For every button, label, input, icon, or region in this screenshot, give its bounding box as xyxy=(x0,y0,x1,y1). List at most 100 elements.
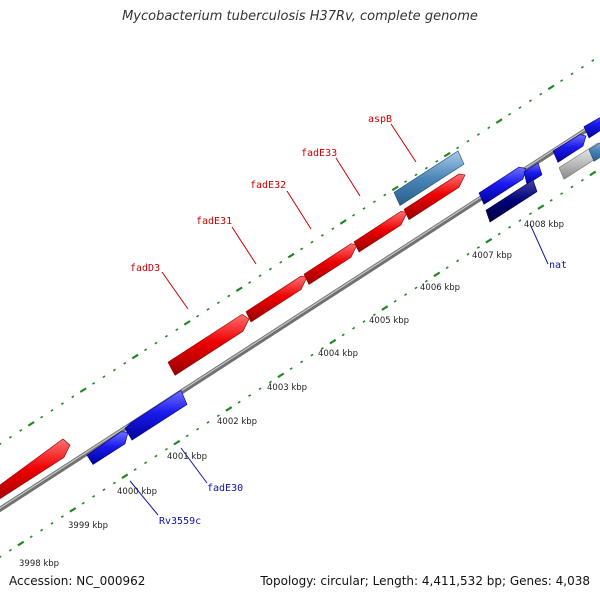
minor-tick xyxy=(560,79,564,83)
reverse-genes xyxy=(86,112,600,465)
minor-tick xyxy=(289,367,293,370)
major-tick xyxy=(287,252,295,259)
minor-tick xyxy=(60,515,64,518)
major-tick xyxy=(225,406,233,412)
forward-gene-labels: fadD3 fadE31 fadE32 fadE33 aspB xyxy=(130,114,392,274)
gene-arrow-fadE31[interactable] xyxy=(245,275,308,323)
minor-tick xyxy=(102,488,106,492)
minor-tick xyxy=(320,234,324,237)
gene-label-fadD3[interactable]: fadD3 xyxy=(130,263,160,274)
minor-tick xyxy=(580,178,584,182)
gene-arrow-reverse-3[interactable] xyxy=(552,134,587,163)
minor-tick xyxy=(580,65,584,69)
minor-tick xyxy=(154,341,158,345)
minor-tick xyxy=(19,429,23,432)
gene-arrow-reverse-edge[interactable] xyxy=(583,112,600,139)
gene-label-nat[interactable]: nat xyxy=(549,260,567,271)
minor-tick xyxy=(487,126,491,130)
gene-arrow-reverse-2[interactable] xyxy=(523,162,543,185)
minor-tick xyxy=(60,402,64,405)
minor-tick xyxy=(560,192,564,196)
minor-tick xyxy=(40,528,44,532)
gene-arrow-fadD3[interactable] xyxy=(167,313,250,376)
minor-tick xyxy=(216,301,220,305)
minor-tick xyxy=(144,461,148,465)
minor-tick xyxy=(175,328,179,331)
minor-tick xyxy=(362,320,366,323)
minor-tick xyxy=(123,361,127,365)
label-leader-lines xyxy=(129,123,549,516)
gene-label-Rv3559c[interactable]: Rv3559c xyxy=(159,516,201,527)
major-tick xyxy=(495,118,503,124)
minor-tick xyxy=(404,293,408,296)
gene-label-aspB[interactable]: aspB xyxy=(368,114,392,125)
gene-box-highlight[interactable] xyxy=(393,150,465,206)
major-tick xyxy=(27,421,35,427)
tick-label: 4008 kbp xyxy=(524,220,564,230)
leader-aspB xyxy=(390,123,417,163)
major-tick xyxy=(433,271,441,278)
major-tick xyxy=(79,387,87,393)
minor-tick xyxy=(476,246,480,249)
minor-tick xyxy=(466,252,470,256)
gene-arrow-fadE33[interactable] xyxy=(353,210,408,253)
minor-tick xyxy=(300,247,304,251)
minor-tick xyxy=(71,395,75,399)
gene-arrow-fadE30[interactable] xyxy=(124,389,188,441)
major-tick xyxy=(277,372,285,379)
major-tick xyxy=(391,185,399,192)
minor-tick xyxy=(528,99,532,103)
minor-tick xyxy=(112,368,116,372)
minor-tick xyxy=(570,72,574,76)
gene-label-fadE30[interactable]: fadE30 xyxy=(207,483,243,494)
gene-box-reverse-edge[interactable] xyxy=(588,139,600,162)
minor-tick xyxy=(102,375,106,379)
major-tick xyxy=(131,353,139,360)
leader-fadE30 xyxy=(180,447,208,484)
minor-tick xyxy=(112,481,116,485)
minor-tick xyxy=(424,279,428,283)
minor-tick xyxy=(8,435,12,439)
minor-tick xyxy=(352,326,356,330)
minor-tick xyxy=(414,286,418,290)
minor-tick xyxy=(528,212,532,216)
minor-tick xyxy=(133,468,137,471)
minor-tick xyxy=(164,334,168,338)
minor-tick xyxy=(549,199,553,202)
minor-tick xyxy=(258,387,262,391)
minor-tick xyxy=(414,173,418,177)
gene-arrow-forward-1[interactable] xyxy=(0,438,71,505)
minor-tick xyxy=(445,266,449,270)
topology-summary: Topology: circular; Length: 4,411,532 bp… xyxy=(260,574,590,588)
minor-tick xyxy=(518,106,522,109)
minor-tick xyxy=(50,521,54,525)
minor-tick xyxy=(310,353,314,357)
gene-arrow-aspB[interactable] xyxy=(403,173,466,221)
gene-label-fadE32[interactable]: fadE32 xyxy=(250,180,286,191)
minor-tick xyxy=(185,434,189,438)
gene-arrow-Rv3559c[interactable] xyxy=(86,431,129,465)
gene-arrow-fadE32[interactable] xyxy=(303,243,358,285)
tick-labels: 3998 kbp 3999 kbp 4000 kbp 4001 kbp 4002… xyxy=(19,220,564,569)
minor-tick xyxy=(227,294,231,298)
gene-label-fadE31[interactable]: fadE31 xyxy=(196,216,232,227)
minor-tick xyxy=(372,313,376,317)
major-tick xyxy=(173,439,181,446)
tick-label: 4005 kbp xyxy=(369,316,409,326)
leader-fadE31 xyxy=(231,226,257,265)
tick-label: 3999 kbp xyxy=(68,521,108,531)
tick-label: 4000 kbp xyxy=(117,487,157,497)
minor-tick xyxy=(164,447,168,451)
gene-box-nat[interactable] xyxy=(485,179,538,223)
minor-tick xyxy=(8,548,12,552)
minor-tick xyxy=(383,193,387,197)
major-tick xyxy=(381,305,389,311)
minor-tick xyxy=(81,501,85,505)
minor-tick xyxy=(268,380,272,384)
minor-tick xyxy=(0,555,2,558)
minor-tick xyxy=(456,146,460,150)
minor-tick xyxy=(404,180,408,183)
gene-label-fadE33[interactable]: fadE33 xyxy=(301,148,337,159)
minor-tick xyxy=(268,267,272,271)
minor-tick xyxy=(476,133,480,136)
